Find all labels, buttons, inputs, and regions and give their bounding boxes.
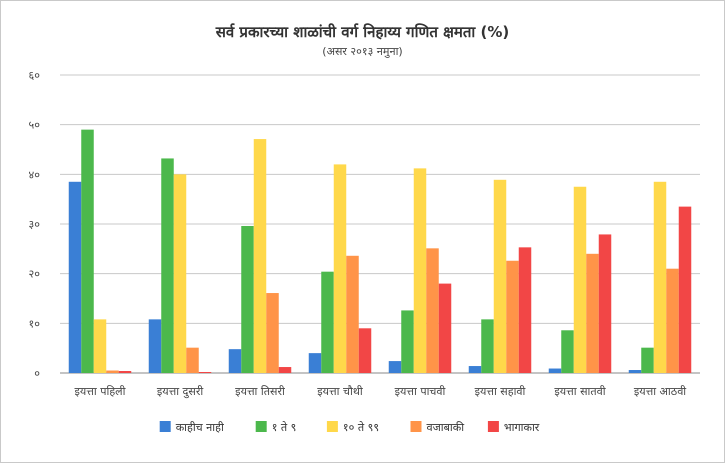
x-tick-label: इयत्ता तिसरी: [235, 385, 285, 398]
legend-label: १० ते ९९: [343, 421, 379, 434]
bar: [308, 353, 322, 373]
bar: [438, 283, 452, 373]
bar: [106, 370, 119, 373]
x-tick-label: इयत्ता पाचवी: [395, 385, 446, 398]
bar: [228, 349, 242, 373]
bar: [426, 248, 439, 373]
legend-swatch: [159, 421, 171, 432]
bar: [358, 328, 372, 373]
bar: [628, 370, 642, 373]
bar: [598, 234, 612, 373]
bar: [468, 366, 482, 373]
legend-swatch: [255, 421, 267, 432]
legend-swatch: [326, 421, 338, 432]
bar: [561, 330, 574, 373]
legend-label: वजाबाकी: [427, 421, 465, 434]
x-tick-label: इयत्ता सातवी: [554, 385, 605, 398]
bar: [118, 371, 132, 373]
y-tick-label: १०: [29, 317, 41, 330]
bar: [678, 206, 692, 373]
bar: [241, 225, 254, 373]
bar: [198, 372, 212, 373]
bars: [68, 129, 692, 373]
y-tick-label: ४०: [29, 168, 41, 181]
bar: [161, 158, 174, 373]
x-tick-label: इयत्ता पहिली: [75, 385, 126, 398]
bar: [481, 319, 494, 373]
y-tick-label: ३०: [29, 218, 41, 231]
x-axis-ticks: इयत्ता पहिली इयत्ता दुसरी इयत्ता तिसरी इयत्…: [75, 385, 687, 399]
y-axis-ticks: ० १० २० ३० ४० ५० ६०: [29, 69, 41, 380]
bar: [493, 179, 507, 373]
bar: [506, 260, 519, 373]
y-tick-label: २०: [29, 268, 41, 281]
bar: [321, 271, 334, 373]
bar: [68, 181, 82, 373]
bar: [266, 293, 279, 373]
bar: [518, 247, 532, 373]
x-tick-label: इयत्ता दुसरी: [157, 385, 204, 399]
bar: [548, 368, 562, 373]
bar: [413, 168, 427, 373]
bar: [573, 186, 587, 373]
chart-subtitle: (असर २०१३ नमुना): [322, 45, 403, 58]
x-tick-label: इयत्ता आठवी: [634, 385, 686, 398]
legend-swatch: [410, 421, 422, 432]
bar: [333, 164, 347, 373]
legend-label: भागाकार: [504, 421, 540, 434]
bar: [253, 139, 267, 373]
bar: [186, 347, 199, 373]
bar: [388, 361, 402, 373]
bar: [401, 310, 414, 373]
legend-swatch: [487, 421, 499, 432]
legend-label: १ ते ९: [272, 421, 297, 434]
bar: [81, 129, 94, 373]
legend-label: काहीच नाही: [176, 421, 224, 434]
y-tick-label: ६०: [29, 69, 41, 82]
bar: [346, 255, 359, 373]
y-tick-label: ०: [34, 367, 40, 380]
y-tick-label: ५०: [29, 119, 41, 132]
x-tick-label: इयत्ता सहावी: [475, 385, 526, 398]
bar: [173, 174, 187, 373]
bar: [148, 319, 162, 373]
bar: [666, 268, 679, 373]
bar: [93, 319, 107, 373]
legend: काहीच नाही १ ते ९ १० ते ९९ वजाबाकी भागाकार: [159, 421, 540, 434]
bar: [586, 253, 599, 373]
bar: [278, 367, 292, 373]
chart-title: सर्व प्रकारच्या शाळांची वर्ग निहाय्य गणि…: [215, 23, 510, 41]
bar: [653, 181, 667, 373]
bar: [641, 347, 654, 373]
x-tick-label: इयत्ता चौथी: [317, 385, 363, 398]
